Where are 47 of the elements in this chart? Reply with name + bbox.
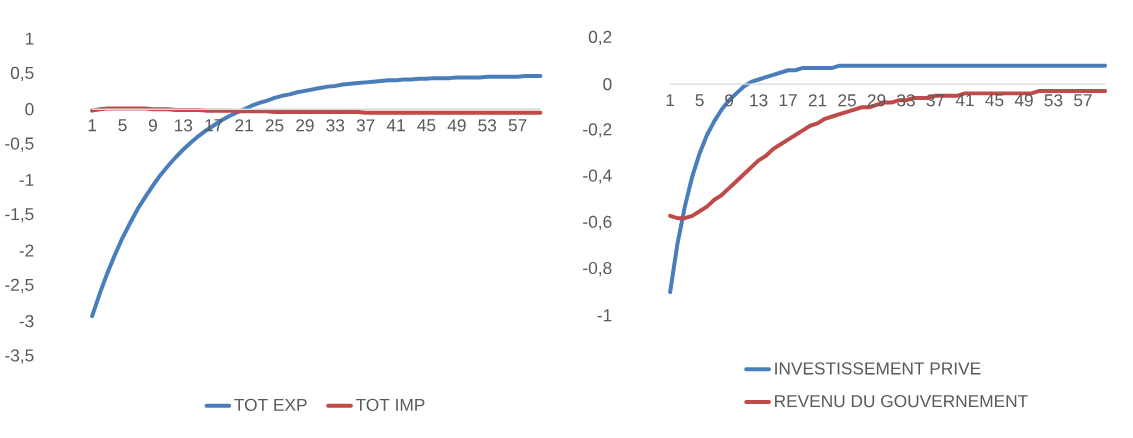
x-tick-label: 57 bbox=[1074, 94, 1092, 107]
x-tick-label: 1 bbox=[666, 94, 675, 107]
y-tick-label: -3,5 bbox=[5, 349, 34, 364]
x-tick-label: 21 bbox=[808, 94, 827, 107]
x-tick-label: 53 bbox=[478, 119, 497, 132]
y-tick-label: -0,6 bbox=[583, 215, 612, 231]
y-tick-label: -0,8 bbox=[583, 262, 612, 277]
y-tick-label: 0,5 bbox=[10, 66, 34, 82]
x-tick-label: 45 bbox=[985, 94, 1004, 107]
x-tick-label: 5 bbox=[695, 94, 704, 107]
y-tick-label: 1 bbox=[25, 32, 34, 45]
y-tick-label: -1 bbox=[597, 309, 612, 322]
y-tick-label: -0,2 bbox=[583, 123, 612, 138]
x-tick-label: 49 bbox=[447, 119, 466, 132]
x-tick-label: 13 bbox=[175, 119, 193, 132]
x-tick-label: 25 bbox=[265, 119, 284, 132]
legend-label: TOT IMP bbox=[355, 398, 425, 412]
y-tick-label: 0 bbox=[25, 103, 34, 116]
x-tick-label: 45 bbox=[417, 119, 436, 132]
x-tick-label: 5 bbox=[118, 119, 127, 132]
x-tick-label: 1 bbox=[88, 119, 97, 132]
x-tick-label: 41 bbox=[955, 94, 974, 107]
y-tick-label: -1 bbox=[19, 174, 34, 187]
x-tick-label: 25 bbox=[838, 94, 856, 107]
y-tick-label: 0,2 bbox=[588, 30, 612, 46]
x-tick-label: 21 bbox=[235, 119, 253, 132]
y-tick-label: -3 bbox=[19, 315, 34, 328]
x-tick-label: 37 bbox=[926, 94, 945, 107]
x-tick-label: 17 bbox=[779, 94, 797, 107]
y-tick-label: -0,5 bbox=[5, 137, 34, 152]
x-tick-label: 49 bbox=[1014, 94, 1033, 107]
y-tick-label: -2 bbox=[19, 244, 34, 257]
y-tick-label: -1,5 bbox=[5, 208, 34, 223]
legend-label: REVENU DU GOUVERNEMENT bbox=[775, 395, 1028, 408]
y-tick-label: -0,4 bbox=[583, 169, 612, 184]
x-tick-label: 13 bbox=[750, 94, 768, 107]
x-tick-label: 33 bbox=[326, 119, 345, 132]
y-tick-label: -2,5 bbox=[5, 278, 34, 294]
x-tick-label: 53 bbox=[1044, 94, 1063, 107]
x-tick-label: 37 bbox=[356, 119, 375, 132]
x-tick-label: 41 bbox=[386, 119, 405, 132]
x-tick-label: 9 bbox=[148, 119, 157, 132]
legend-label: INVESTISSEMENT PRIVE bbox=[775, 362, 981, 375]
legend-label: TOT EXP bbox=[234, 398, 307, 412]
x-tick-label: 57 bbox=[508, 119, 527, 132]
x-tick-label: 29 bbox=[296, 119, 314, 132]
y-tick-label: 0 bbox=[603, 78, 612, 91]
